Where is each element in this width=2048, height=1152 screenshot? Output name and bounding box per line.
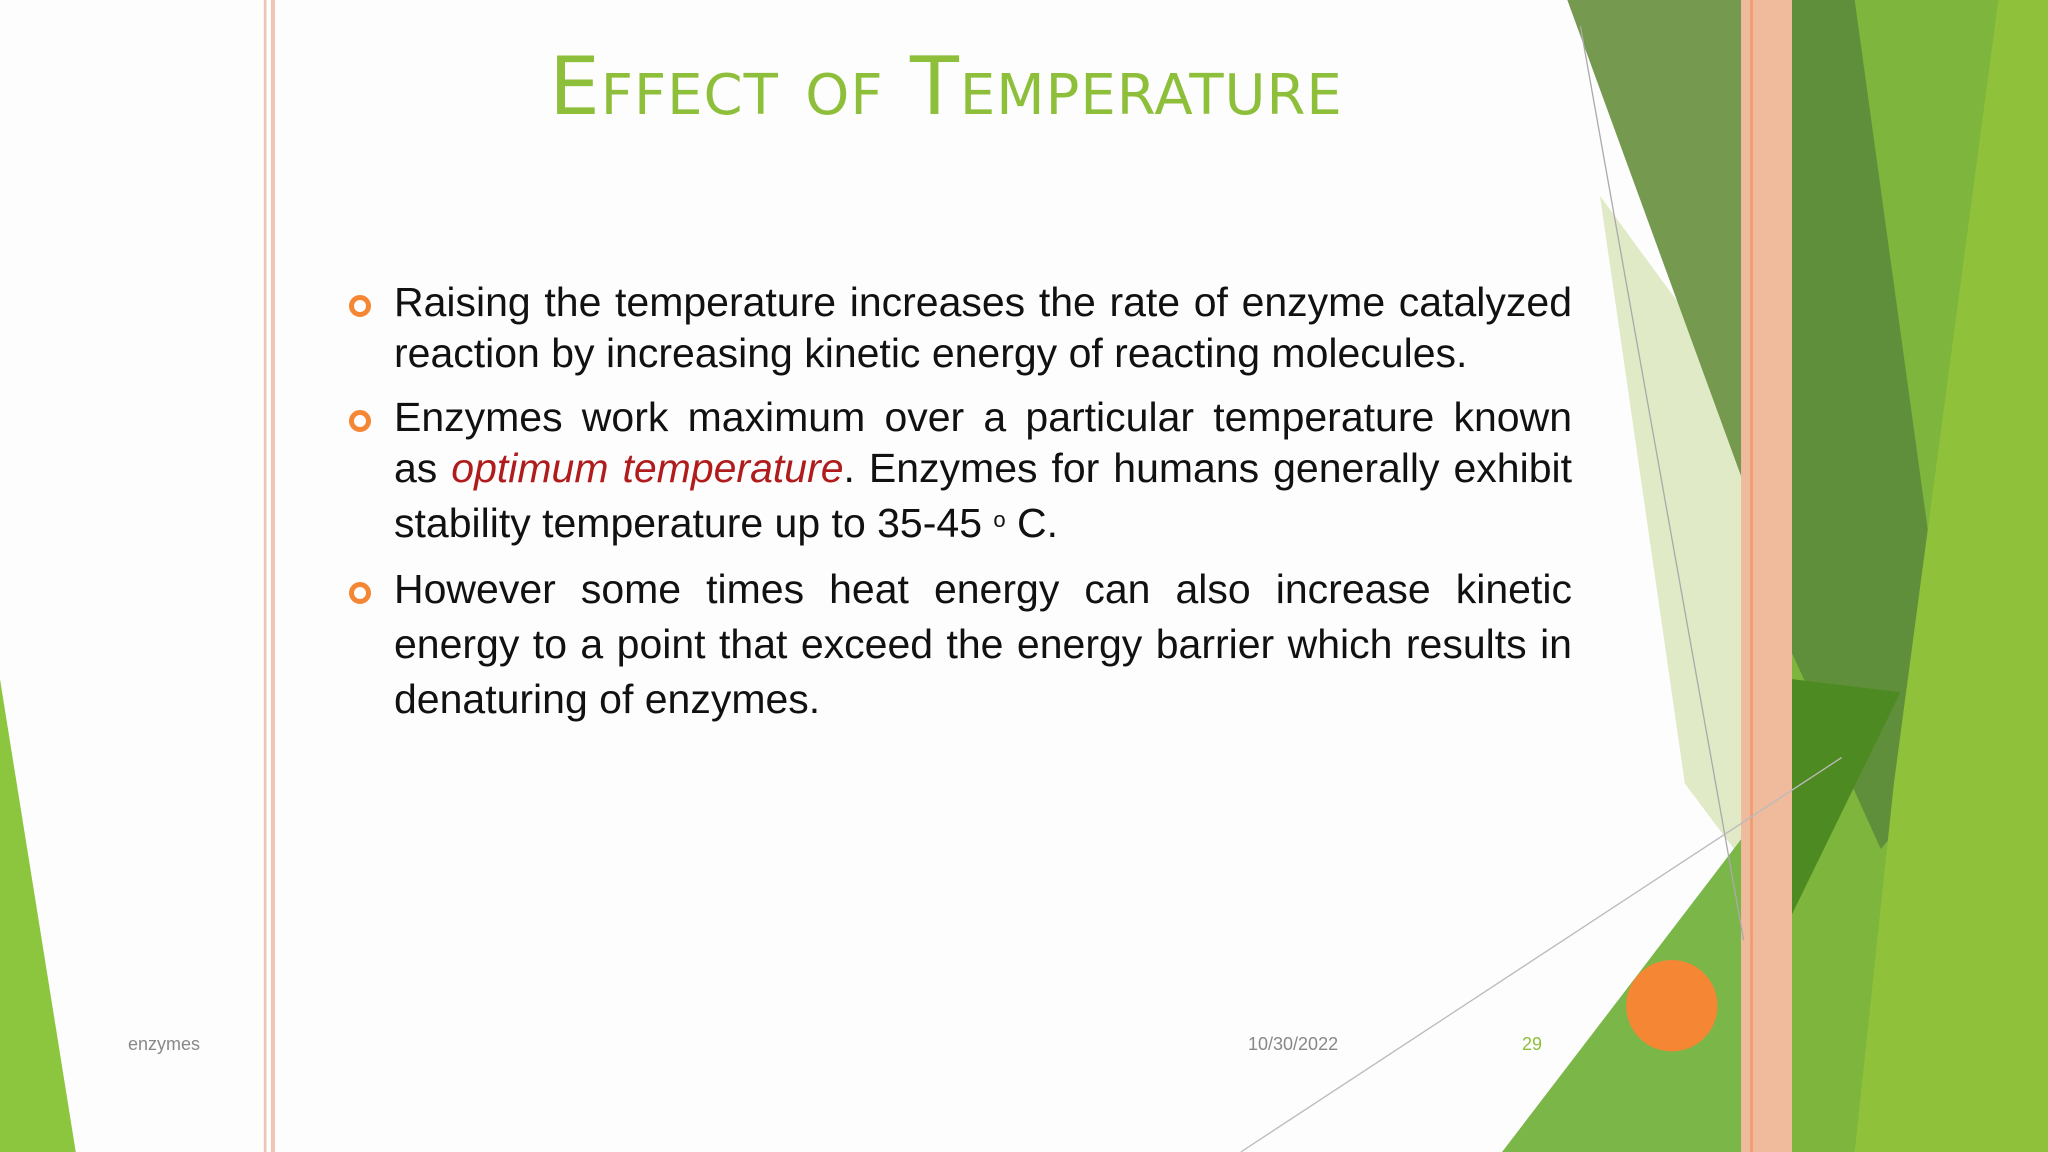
thin-line bbox=[1579, 26, 1745, 941]
bullet-marker bbox=[349, 295, 371, 317]
bullet-marker bbox=[349, 582, 371, 604]
bullet: Raising the temperature increases the ra… bbox=[349, 277, 1572, 379]
thin-line bbox=[1240, 757, 1842, 1152]
text-run: C. bbox=[1005, 500, 1059, 546]
page-number: 29 bbox=[1522, 1034, 1543, 1054]
shape bbox=[1792, 679, 1901, 915]
shape bbox=[1567, 0, 1744, 484]
bullet: Enzymes work maximum over a particular t… bbox=[349, 392, 1572, 549]
slide-title: Effect of Temperature bbox=[549, 40, 1343, 133]
footer-text: enzymes bbox=[128, 1034, 201, 1054]
strip bbox=[1741, 0, 1792, 1152]
bullet: However some times heat energy can also … bbox=[349, 562, 1572, 727]
footer-date: 10/30/2022 bbox=[1248, 1034, 1339, 1054]
text-run: optimum temperature bbox=[451, 445, 844, 491]
text-run: Enzymes work maximum over a particular t… bbox=[394, 394, 1572, 491]
orange-circle bbox=[1626, 960, 1718, 1052]
shape bbox=[1502, 835, 1744, 1152]
bullet-list: Raising the temperature increases the ra… bbox=[349, 277, 1572, 740]
text-run: . Enzymes for humans generally exhibit s… bbox=[394, 445, 1572, 546]
left-triangle bbox=[0, 679, 76, 1152]
text-run: However some times heat energy can also … bbox=[394, 566, 1572, 722]
text-run: o bbox=[993, 507, 1006, 532]
text-run: Raising the temperature increases the ra… bbox=[394, 279, 1572, 376]
shape bbox=[1854, 0, 2048, 1152]
bullet-marker bbox=[349, 410, 371, 432]
